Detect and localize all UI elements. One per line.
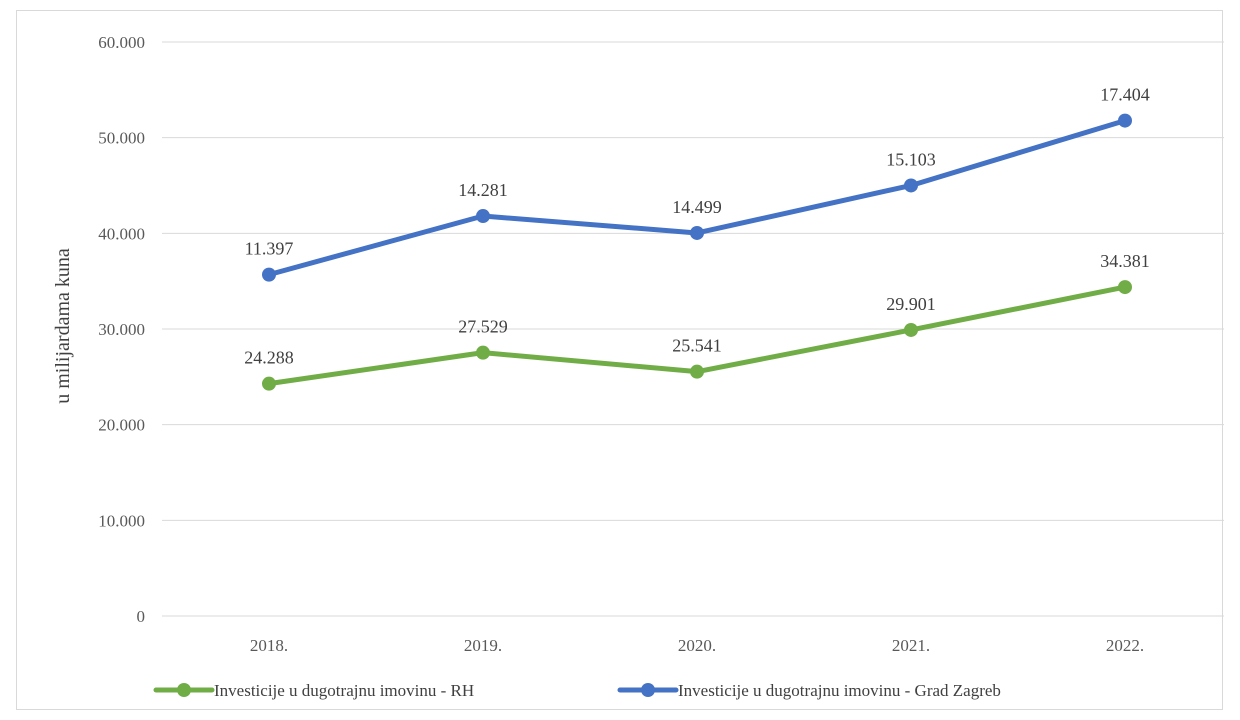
series-2: 11.397 14.281 14.499 15.103 17.404	[245, 85, 1150, 282]
y-tick-label: 0	[137, 607, 146, 626]
data-point	[904, 178, 918, 193]
x-tick-label: 2020.	[678, 636, 716, 655]
data-label: 14.499	[672, 197, 722, 217]
y-tick-label: 50.000	[98, 129, 145, 148]
legend: Investicije u dugotrajnu imovinu - RH Inv…	[153, 681, 1001, 700]
y-axis-title: u milijardama kuna	[52, 248, 74, 404]
x-tick-label: 2019.	[464, 636, 502, 655]
x-tick-label: 2022.	[1106, 636, 1144, 655]
y-tick-label: 30.000	[98, 320, 145, 339]
x-tick-label: 2021.	[892, 636, 930, 655]
data-point	[476, 345, 490, 360]
data-point	[262, 376, 276, 391]
legend-label: Investicije u dugotrajnu imovinu - Grad …	[678, 681, 1001, 700]
data-point	[690, 364, 704, 379]
gridlines	[162, 41, 1224, 617]
data-label: 14.281	[458, 180, 508, 200]
x-tick-label: 2018.	[250, 636, 288, 655]
x-axis-ticks: 2018. 2019. 2020. 2021. 2022.	[250, 636, 1144, 655]
line-chart: 0 10.000 20.000 30.000 40.000 50.000 60.000 20…	[52, 33, 1224, 700]
data-point	[690, 225, 704, 240]
legend-marker	[641, 683, 655, 697]
series-layer: 24.288 27.529 25.541 29.901 34.381 11.397 14.2…	[244, 85, 1150, 391]
data-point	[262, 267, 276, 282]
legend-label: Investicije u dugotrajnu imovinu - RH	[214, 681, 474, 700]
y-axis-ticks: 0 10.000 20.000 30.000 40.000 50.000 60.000	[98, 33, 145, 626]
series-1: 24.288 27.529 25.541 29.901 34.381	[244, 251, 1150, 391]
y-tick-label: 40.000	[98, 224, 145, 243]
data-label: 11.397	[245, 239, 294, 259]
data-point	[476, 209, 490, 224]
data-label: 29.901	[886, 294, 936, 314]
data-label: 17.404	[1100, 85, 1150, 105]
data-label: 34.381	[1100, 251, 1150, 271]
y-tick-label: 10.000	[98, 511, 145, 530]
y-tick-label: 20.000	[98, 416, 145, 435]
data-point	[1118, 113, 1132, 128]
data-point	[904, 322, 918, 337]
data-label: 27.529	[458, 317, 508, 337]
legend-marker	[177, 683, 191, 697]
data-point	[1118, 280, 1132, 295]
data-label: 25.541	[672, 336, 722, 356]
y-tick-label: 60.000	[98, 33, 145, 52]
data-label: 24.288	[244, 348, 294, 368]
data-label: 15.103	[886, 149, 936, 169]
chart-frame: 0 10.000 20.000 30.000 40.000 50.000 60.000 20…	[16, 10, 1224, 710]
